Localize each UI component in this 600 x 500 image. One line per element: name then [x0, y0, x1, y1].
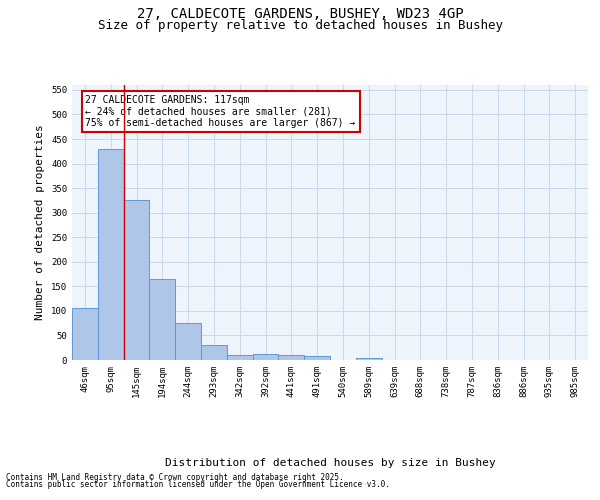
Bar: [72, 308, 98, 360]
Text: Size of property relative to detached houses in Bushey: Size of property relative to detached ho…: [97, 18, 503, 32]
Bar: [227, 355, 253, 360]
Bar: [278, 354, 304, 360]
Text: 27, CALDECOTE GARDENS, BUSHEY, WD23 4GP: 27, CALDECOTE GARDENS, BUSHEY, WD23 4GP: [137, 8, 463, 22]
Text: Distribution of detached houses by size in Bushey: Distribution of detached houses by size …: [164, 458, 496, 468]
Bar: [124, 200, 149, 360]
Bar: [304, 356, 330, 360]
Text: Contains HM Land Registry data © Crown copyright and database right 2025.: Contains HM Land Registry data © Crown c…: [6, 472, 344, 482]
Bar: [98, 149, 124, 360]
Text: Contains public sector information licensed under the Open Government Licence v3: Contains public sector information licen…: [6, 480, 390, 489]
Y-axis label: Number of detached properties: Number of detached properties: [35, 124, 46, 320]
Bar: [175, 323, 201, 360]
Bar: [253, 354, 278, 360]
Bar: [356, 358, 382, 360]
Bar: [201, 346, 227, 360]
Text: 27 CALDECOTE GARDENS: 117sqm
← 24% of detached houses are smaller (281)
75% of s: 27 CALDECOTE GARDENS: 117sqm ← 24% of de…: [85, 95, 356, 128]
Bar: [149, 279, 175, 360]
